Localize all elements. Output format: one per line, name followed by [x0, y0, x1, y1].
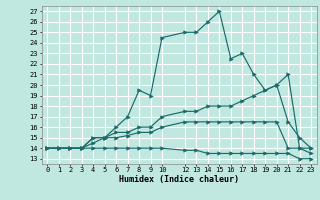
X-axis label: Humidex (Indice chaleur): Humidex (Indice chaleur)	[119, 175, 239, 184]
